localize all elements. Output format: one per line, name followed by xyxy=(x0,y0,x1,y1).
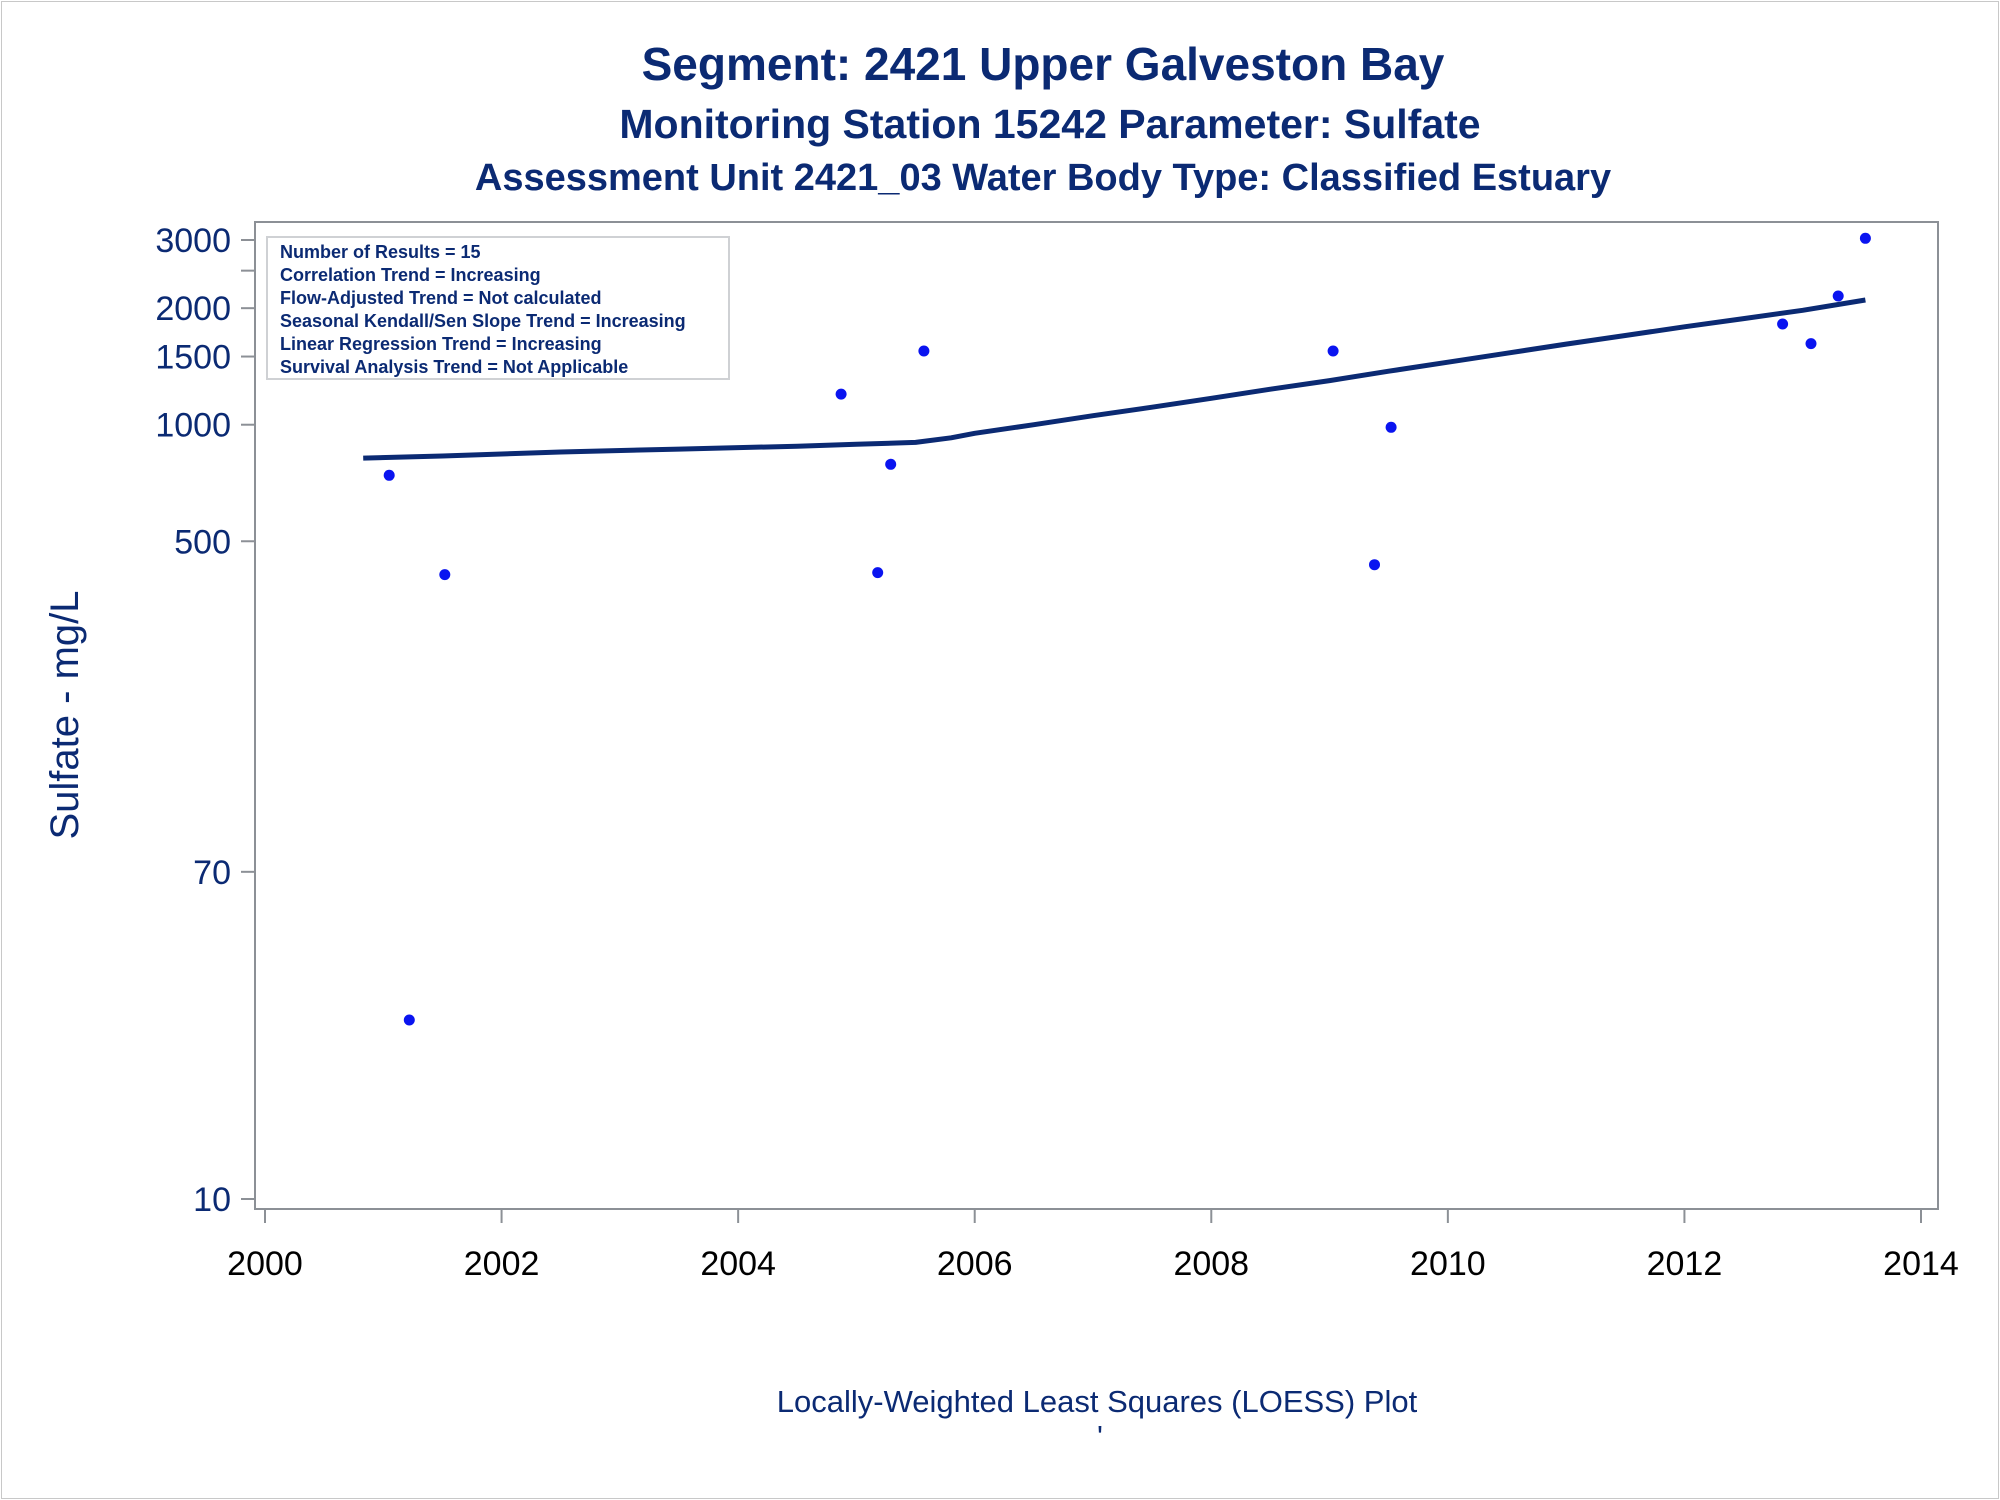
info-line-linear-regression: Linear Regression Trend = Increasing xyxy=(280,334,602,354)
info-line-results: Number of Results = 15 xyxy=(280,242,481,262)
footnote: Locally-Weighted Least Squares (LOESS) P… xyxy=(777,1384,1418,1419)
data-point xyxy=(1859,232,1871,244)
info-line-seasonal-kendall: Seasonal Kendall/Sen Slope Trend = Incre… xyxy=(280,311,686,331)
data-point xyxy=(1832,290,1844,302)
plot-area xyxy=(254,221,1939,1210)
loess-trend-line xyxy=(363,297,1866,461)
data-point xyxy=(403,1014,415,1026)
data-point xyxy=(1805,338,1817,350)
data-point xyxy=(1327,345,1339,357)
data-point xyxy=(835,388,847,400)
data-point xyxy=(383,469,395,481)
x-tick-label: 2000 xyxy=(227,1245,303,1283)
y-tick-label: 500 xyxy=(174,523,231,561)
plot-marks xyxy=(357,232,1871,1026)
y-tick-label: 10 xyxy=(193,1181,231,1219)
x-tick-label: 2002 xyxy=(464,1245,540,1283)
chart-title: Segment: 2421 Upper Galveston Bay xyxy=(642,38,1445,90)
data-point xyxy=(918,345,930,357)
info-line-survival-analysis: Survival Analysis Trend = Not Applicable xyxy=(280,357,628,377)
x-tick-label: 2008 xyxy=(1173,1245,1249,1283)
data-point xyxy=(1385,421,1397,433)
x-tick-label: 2004 xyxy=(700,1245,776,1283)
x-tick-label: 2006 xyxy=(937,1245,1013,1283)
data-point xyxy=(872,567,884,579)
x-axis: 2000 2002 2004 2006 2008 2010 2012 2014 xyxy=(227,1209,1959,1283)
chart-subtitle: Monitoring Station 15242 Parameter: Sulf… xyxy=(619,101,1480,147)
x-tick-label: 2010 xyxy=(1410,1245,1486,1283)
data-point xyxy=(1777,318,1789,330)
info-line-flow-adjusted: Flow-Adjusted Trend = Not calculated xyxy=(280,288,602,308)
info-box: Number of Results = 15 Correlation Trend… xyxy=(266,236,730,380)
y-tick-label: 1500 xyxy=(155,339,231,377)
data-point xyxy=(1369,559,1380,571)
x-tick-label: 2012 xyxy=(1647,1245,1723,1283)
data-point xyxy=(885,458,897,470)
y-axis-label: Sulfate - mg/L xyxy=(43,590,87,839)
data-point xyxy=(439,569,451,581)
y-tick-label: 1000 xyxy=(155,407,231,445)
chart-subtitle-2: Assessment Unit 2421_03 Water Body Type:… xyxy=(475,157,1611,199)
y-tick-label: 3000 xyxy=(155,222,231,260)
y-axis: 10 70 500 1000 1500 2000 3000 xyxy=(155,222,255,1219)
y-tick-label: 70 xyxy=(193,854,231,892)
x-tick-label: 2014 xyxy=(1883,1245,1959,1283)
info-box-border xyxy=(266,236,730,380)
y-tick-label: 2000 xyxy=(155,290,231,328)
info-line-correlation: Correlation Trend = Increasing xyxy=(280,265,541,285)
footnote-mark: ' xyxy=(1097,1419,1103,1454)
